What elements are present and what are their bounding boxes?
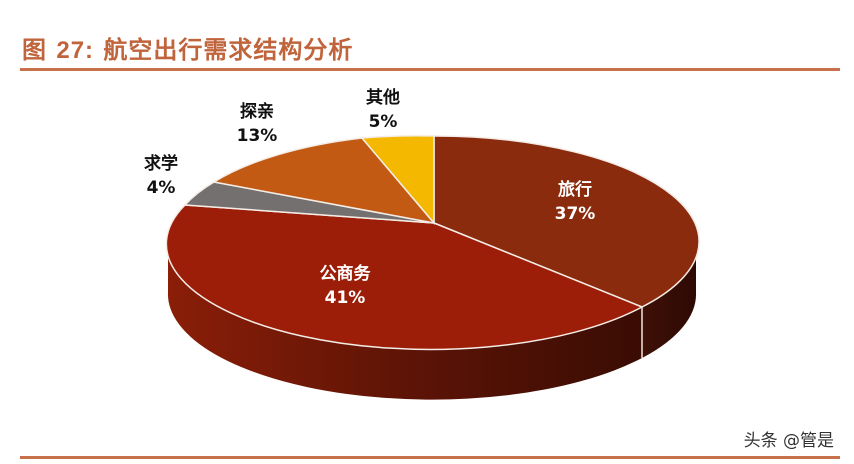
bottom-rule	[20, 456, 840, 459]
label-other: 其他 5%	[366, 88, 400, 132]
figure-prefix: 图	[22, 36, 47, 64]
label-travel: 旅行 37%	[554, 180, 596, 224]
slice-business[interactable]	[165, 204, 644, 351]
slice-other[interactable]	[360, 135, 435, 226]
title-underline	[20, 68, 840, 71]
slice-side-business	[167, 241, 642, 400]
label-business: 公商务 41%	[319, 264, 371, 308]
figure-title: 图 27: 航空出行需求结构分析	[22, 30, 353, 65]
slice-visit[interactable]	[211, 137, 436, 225]
watermark: 头条 @管是	[743, 431, 834, 451]
label-visit: 探亲 13%	[236, 102, 278, 146]
figure-title-text: 航空出行需求结构分析	[103, 36, 354, 64]
slice-side-travel	[642, 241, 697, 358]
label-study: 求学 4%	[144, 154, 178, 198]
slice-travel[interactable]	[433, 135, 700, 308]
figure-number: 27:	[56, 37, 95, 64]
